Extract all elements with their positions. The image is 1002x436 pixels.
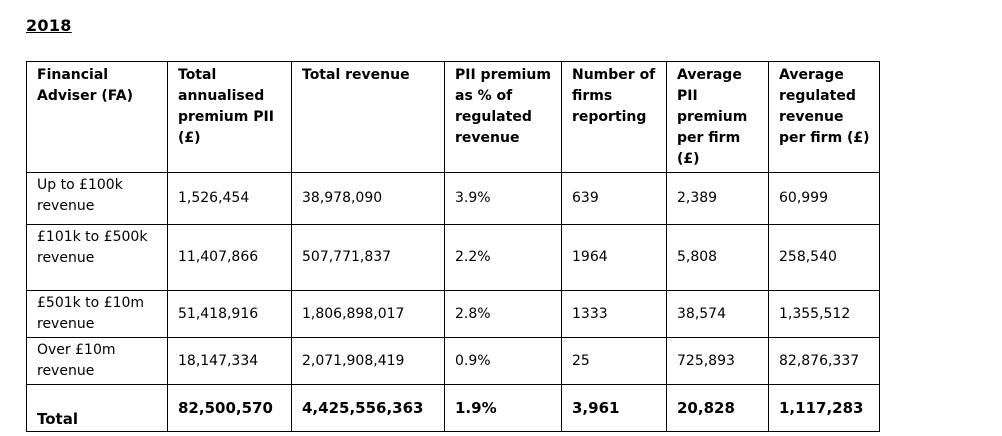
- cell-avg-revenue: 60,999: [768, 172, 880, 225]
- row-label: £501k to £10m revenue: [26, 290, 168, 338]
- cell-total-premium: 18,147,334: [167, 337, 292, 385]
- header-average-pii-premium: Average PII premium per firm (£): [666, 61, 769, 173]
- cell-total-revenue: 38,978,090: [291, 172, 445, 225]
- table-row: £501k to £10m revenue 51,418,916 1,806,8…: [26, 290, 880, 338]
- cell-total-revenue: 2,071,908,419: [291, 337, 445, 385]
- cell-avg-revenue: 1,355,512: [768, 290, 880, 338]
- cell-total-premium: 1,526,454: [167, 172, 292, 225]
- table-row: Over £10m revenue 18,147,334 2,071,908,4…: [26, 337, 880, 385]
- cell-avg-premium: 2,389: [666, 172, 769, 225]
- cell-avg-premium: 725,893: [666, 337, 769, 385]
- cell-firms: 1964: [561, 224, 667, 291]
- header-financial-adviser: Financial Adviser (FA): [26, 61, 168, 173]
- cell-avg-premium: 5,808: [666, 224, 769, 291]
- total-row: Total 82,500,570 4,425,556,363 1.9% 3,96…: [26, 384, 880, 432]
- cell-firms: 25: [561, 337, 667, 385]
- total-avg-premium: 20,828: [666, 384, 769, 432]
- total-premium: 82,500,570: [167, 384, 292, 432]
- cell-total-revenue: 1,806,898,017: [291, 290, 445, 338]
- total-firms: 3,961: [561, 384, 667, 432]
- header-total-revenue: Total revenue: [291, 61, 445, 173]
- total-revenue: 4,425,556,363: [291, 384, 445, 432]
- row-label: Up to £100k revenue: [26, 172, 168, 225]
- header-number-of-firms: Number of firms reporting: [561, 61, 667, 173]
- row-label: Over £10m revenue: [26, 337, 168, 385]
- header-average-regulated-revenue: Average regulated revenue per firm (£): [768, 61, 880, 173]
- cell-avg-revenue: 258,540: [768, 224, 880, 291]
- row-label: £101k to £500k revenue: [26, 224, 168, 291]
- table-row: £101k to £500k revenue 11,407,866 507,77…: [26, 224, 880, 291]
- total-pii-percent: 1.9%: [444, 384, 562, 432]
- cell-pii-percent: 3.9%: [444, 172, 562, 225]
- cell-total-revenue: 507,771,837: [291, 224, 445, 291]
- pii-data-table: Financial Adviser (FA) Total annualised …: [26, 61, 880, 432]
- cell-pii-percent: 0.9%: [444, 337, 562, 385]
- total-avg-revenue: 1,117,283: [768, 384, 880, 432]
- cell-total-premium: 51,418,916: [167, 290, 292, 338]
- year-heading: 2018: [26, 16, 72, 35]
- cell-firms: 1333: [561, 290, 667, 338]
- header-row: Financial Adviser (FA) Total annualised …: [26, 61, 880, 173]
- cell-avg-premium: 38,574: [666, 290, 769, 338]
- cell-firms: 639: [561, 172, 667, 225]
- header-total-annualised-premium: Total annualised premium PII (£): [167, 61, 292, 173]
- cell-pii-percent: 2.8%: [444, 290, 562, 338]
- cell-total-premium: 11,407,866: [167, 224, 292, 291]
- cell-avg-revenue: 82,876,337: [768, 337, 880, 385]
- cell-pii-percent: 2.2%: [444, 224, 562, 291]
- total-label: Total: [26, 384, 168, 432]
- table-row: Up to £100k revenue 1,526,454 38,978,090…: [26, 172, 880, 225]
- header-pii-premium-percent: PII premium as % of regulated revenue: [444, 61, 562, 173]
